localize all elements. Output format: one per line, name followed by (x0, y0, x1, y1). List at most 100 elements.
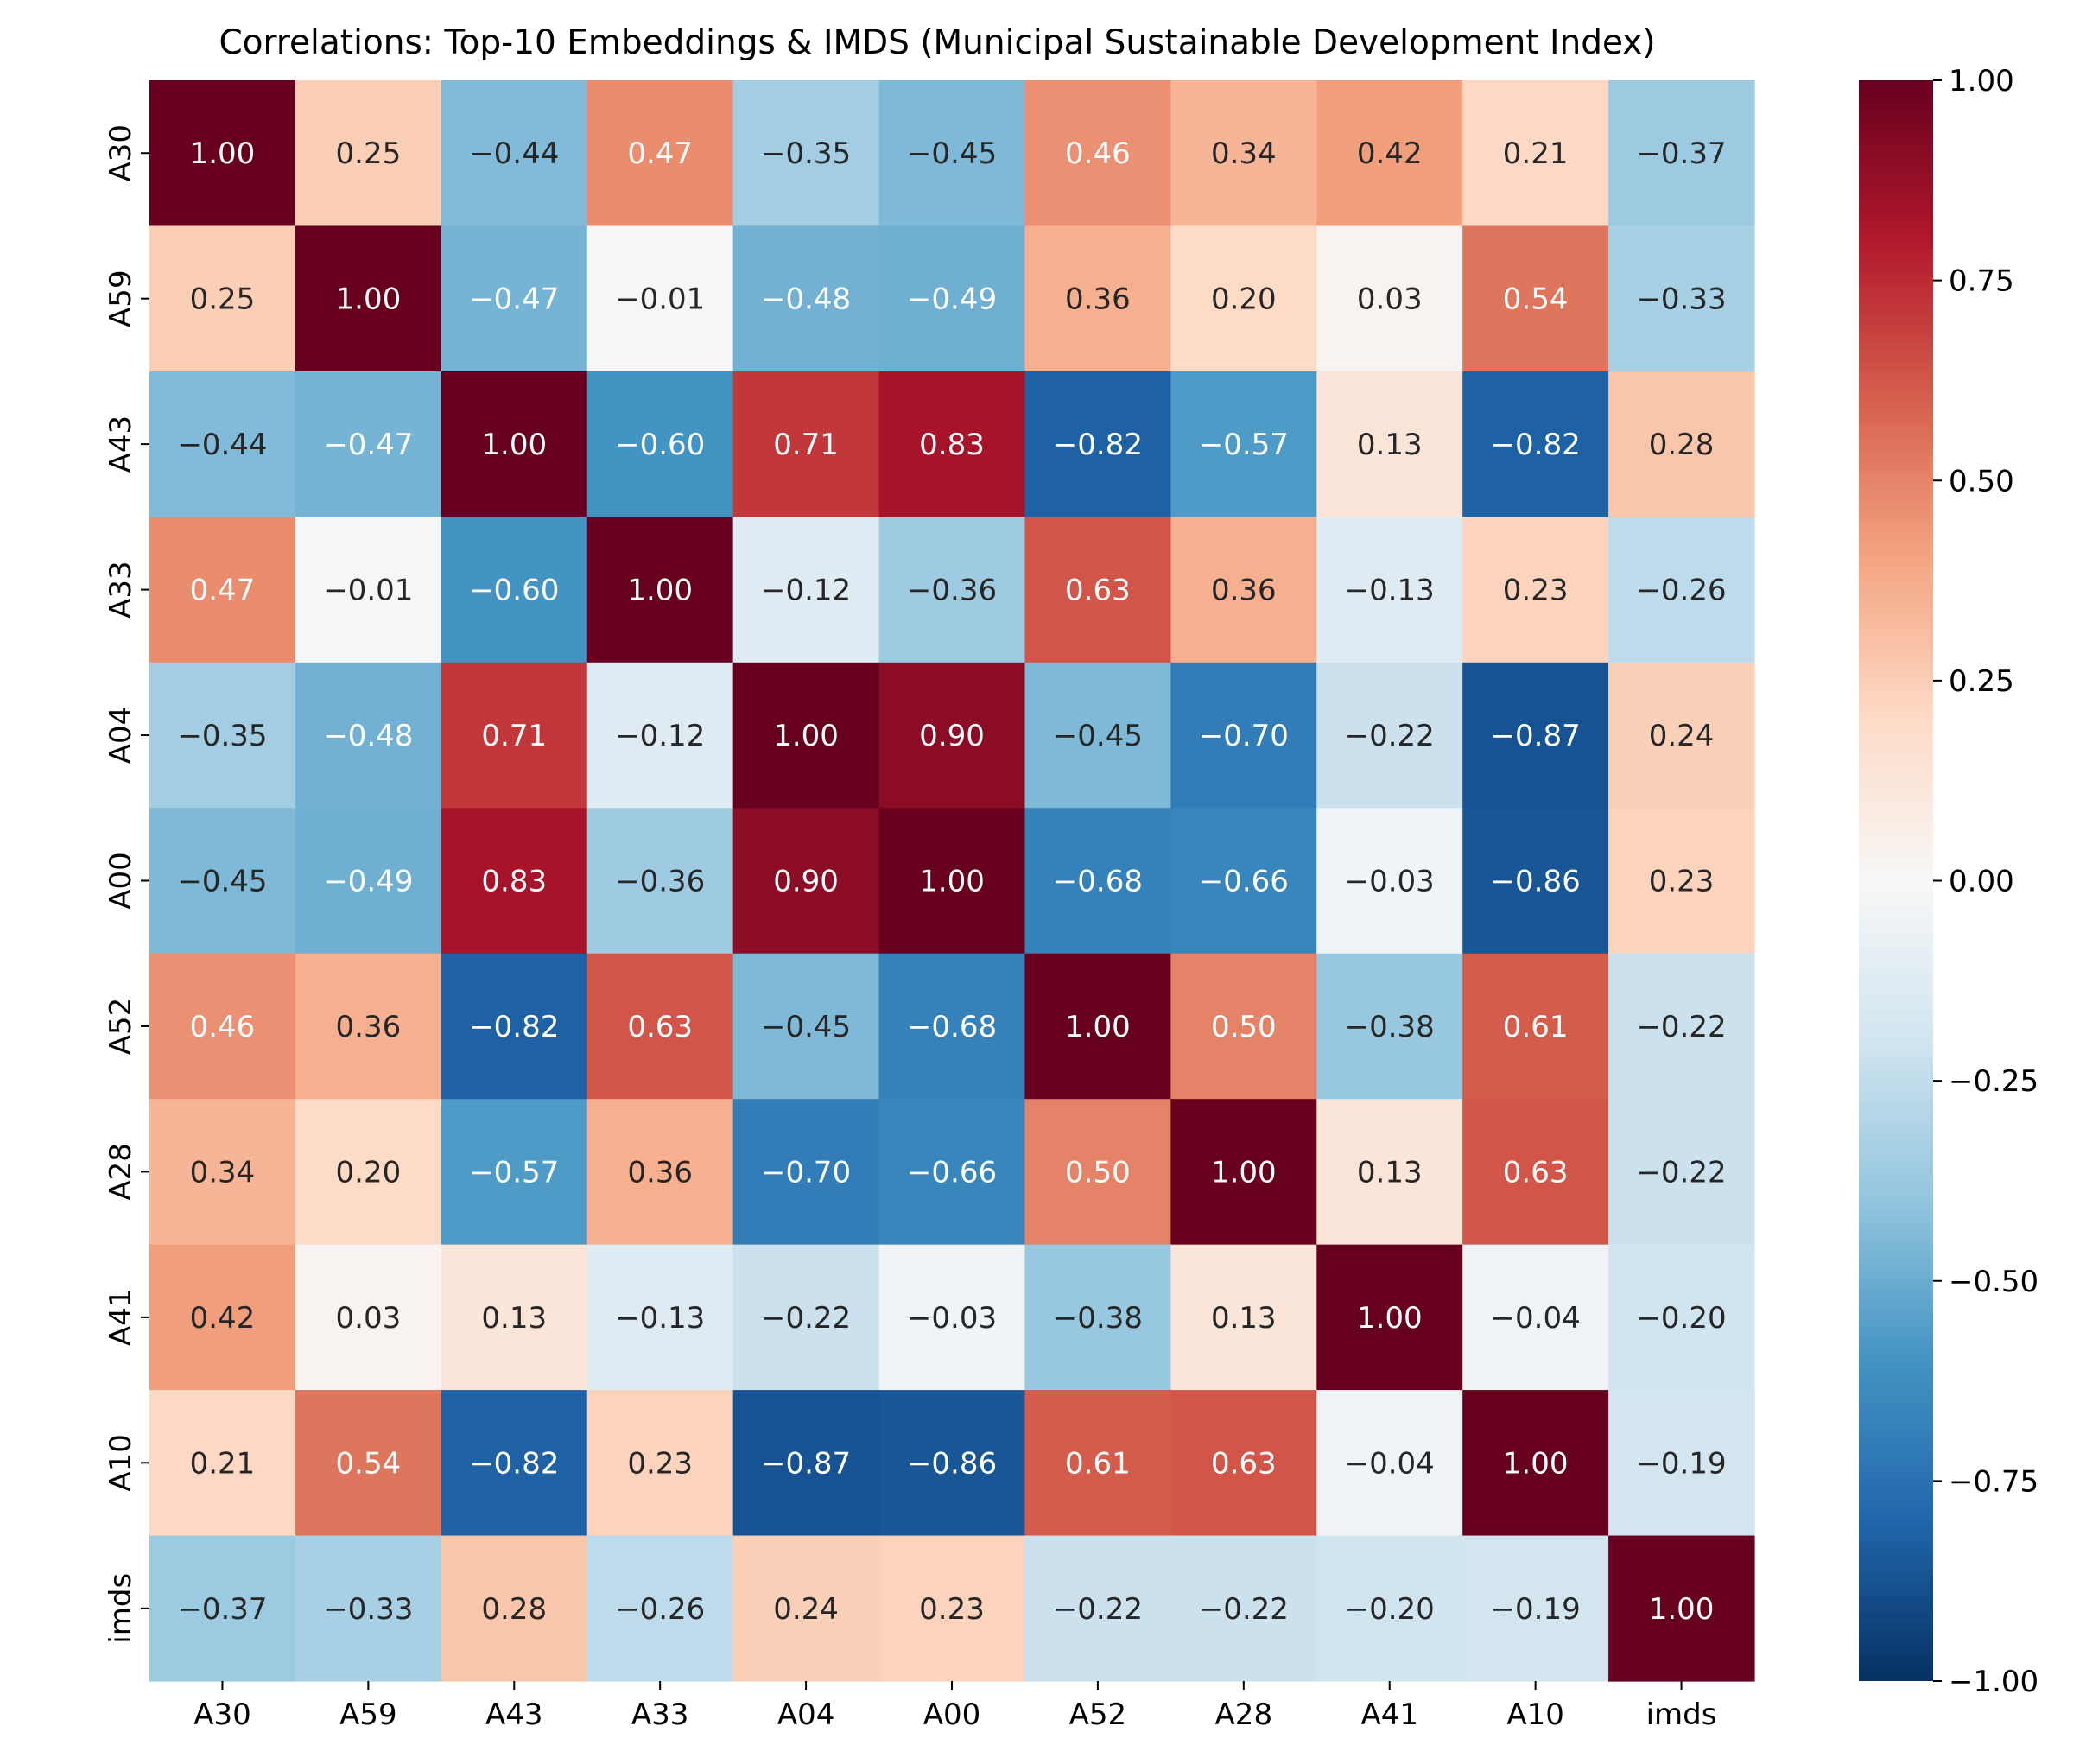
heatmap-cell (586, 371, 734, 517)
y-tick-label: A52 (104, 998, 138, 1056)
heatmap-cell (1024, 371, 1171, 517)
cell-label: 1.00 (919, 865, 985, 899)
heatmap-cell (1316, 517, 1463, 663)
cell-label: 0.28 (1649, 428, 1715, 462)
heatmap-cell (295, 1390, 442, 1537)
heatmap-cell (1316, 1535, 1463, 1682)
heatmap-cell (1462, 1390, 1609, 1537)
cell-label: 0.61 (1503, 1010, 1569, 1044)
x-tick-label: A52 (1069, 1697, 1127, 1732)
heatmap-cell (1170, 1244, 1317, 1391)
cell-label: 0.61 (1065, 1446, 1131, 1481)
cell-label: 1.00 (481, 428, 547, 462)
cell-label: 0.13 (481, 1301, 547, 1336)
cell-label: 1.00 (190, 136, 256, 171)
heatmap-cell (149, 371, 296, 517)
cell-label: −0.19 (1491, 1592, 1581, 1627)
heatmap-cell (732, 1099, 880, 1246)
y-tick-label: A00 (104, 852, 138, 910)
colorbar-tick-label: −1.00 (1949, 1665, 2038, 1699)
heatmap-cell (732, 517, 880, 663)
heatmap-cell (1608, 1244, 1755, 1391)
heatmap-cell (295, 1099, 442, 1246)
colorbar-tick-label: −0.25 (1949, 1064, 2038, 1099)
heatmap-cell (1170, 371, 1317, 517)
heatmap-cell (441, 371, 588, 517)
cell-label: −0.33 (323, 1592, 413, 1627)
cell-label: 0.36 (336, 1010, 402, 1044)
cell-label: −0.82 (1053, 428, 1143, 462)
cell-label: −0.49 (907, 282, 997, 317)
colorbar-tick-label: 0.75 (1949, 264, 2014, 299)
cell-label: 0.20 (1211, 282, 1277, 317)
colorbar-tick-label: 0.00 (1949, 865, 2014, 899)
cell-label: 1.00 (627, 574, 693, 608)
heatmap-cell (586, 1535, 734, 1682)
cell-label: 0.46 (190, 1010, 256, 1044)
heatmap-cell (1316, 1244, 1463, 1391)
heatmap-cell (295, 808, 442, 955)
cell-label: −0.22 (1636, 1010, 1726, 1044)
cell-label: 0.42 (1357, 136, 1423, 171)
cell-label: 1.00 (1649, 1592, 1715, 1627)
cell-label: 0.71 (773, 428, 839, 462)
heatmap-cell (295, 662, 442, 809)
cell-label: −0.03 (1345, 865, 1435, 899)
heatmap-cell (1462, 662, 1609, 809)
cell-label: −0.70 (1199, 719, 1289, 753)
heatmap-cell (1608, 225, 1755, 372)
y-tick-label: A33 (104, 561, 138, 619)
cell-label: 0.21 (190, 1446, 256, 1481)
cell-label: 0.23 (1503, 574, 1569, 608)
heatmap-cell (1462, 1244, 1609, 1391)
heatmap-cell (732, 1535, 880, 1682)
cell-label: −0.22 (1053, 1592, 1143, 1627)
heatmap-cell (1462, 225, 1609, 372)
heatmap-cell (1170, 808, 1317, 955)
cell-label: 0.90 (919, 719, 985, 753)
cell-label: −0.45 (177, 865, 267, 899)
heatmap-cell (878, 517, 1026, 663)
heatmap-cell (149, 808, 296, 955)
cell-label: −0.68 (1053, 865, 1143, 899)
x-tick-label: A28 (1215, 1697, 1273, 1732)
cell-label: −0.33 (1636, 282, 1726, 317)
cell-label: 0.20 (336, 1155, 402, 1190)
cell-label: 1.00 (1211, 1155, 1277, 1190)
cell-label: −0.04 (1491, 1301, 1581, 1336)
heatmap-cell (1170, 225, 1317, 372)
cell-label: 0.24 (1649, 719, 1715, 753)
heatmap-cell (441, 662, 588, 809)
heatmap-cell (878, 225, 1026, 372)
heatmap-cell (149, 517, 296, 663)
cell-label: −0.68 (907, 1010, 997, 1044)
heatmap-cell (1024, 1244, 1171, 1391)
cell-label: −0.35 (177, 719, 267, 753)
heatmap-cell (586, 80, 734, 227)
cell-label: −0.87 (1491, 719, 1581, 753)
cell-label: 0.13 (1357, 1155, 1423, 1190)
cell-label: −0.60 (615, 428, 705, 462)
cell-label: −0.19 (1636, 1446, 1726, 1481)
cell-label: 0.54 (336, 1446, 402, 1481)
heatmap-cell (441, 1244, 588, 1391)
heatmap-cell (732, 225, 880, 372)
cell-label: −0.01 (323, 574, 413, 608)
cell-label: −0.13 (615, 1301, 705, 1336)
cell-label: 0.90 (773, 865, 839, 899)
heatmap-cell (878, 1535, 1026, 1682)
y-tick-label: A10 (104, 1434, 138, 1492)
cell-label: −0.36 (615, 865, 705, 899)
heatmap-cell (878, 1390, 1026, 1537)
heatmap-cell (295, 371, 442, 517)
heatmap-cell (441, 1390, 588, 1537)
y-tick-label: A59 (104, 270, 138, 327)
cell-label: 0.21 (1503, 136, 1569, 171)
heatmap-cell (1462, 80, 1609, 227)
cell-label: 0.47 (627, 136, 693, 171)
heatmap-cell (1024, 662, 1171, 809)
heatmap-cell (1024, 80, 1171, 227)
heatmap-cell (1608, 517, 1755, 663)
cell-label: −0.38 (1345, 1010, 1435, 1044)
cell-label: −0.48 (761, 282, 851, 317)
